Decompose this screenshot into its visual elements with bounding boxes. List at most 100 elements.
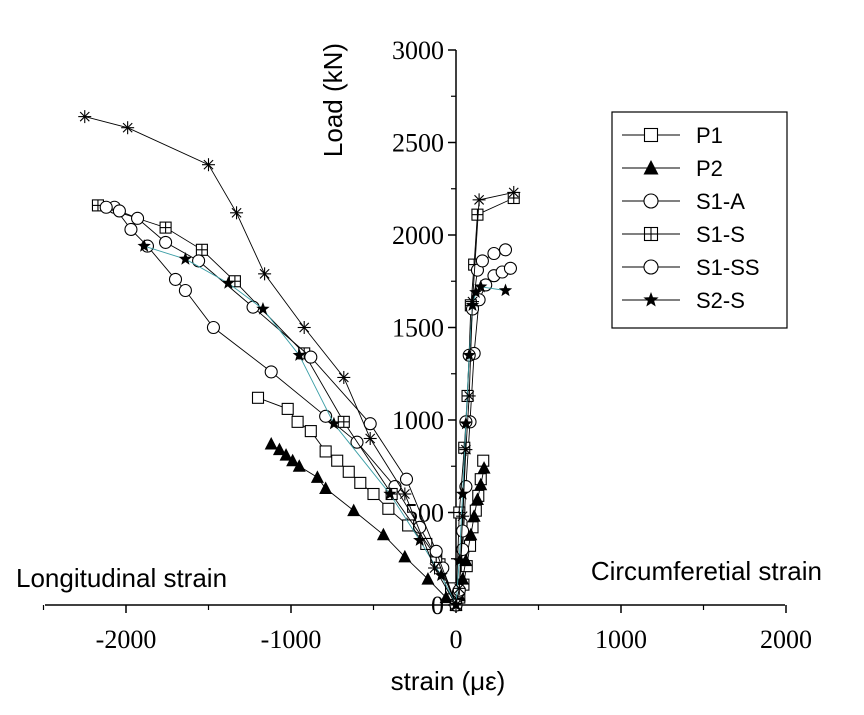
- data-point: [462, 348, 476, 361]
- data-point: [464, 527, 478, 541]
- data-point: [281, 402, 294, 415]
- data-point: [507, 185, 521, 199]
- data-point: [459, 416, 473, 430]
- y-tick-label: 2000: [392, 221, 444, 250]
- annotation-circumferential: Circumferetial strain: [591, 556, 822, 586]
- data-point: [319, 445, 332, 458]
- data-point: [455, 487, 470, 500]
- x-tick-label: 0: [450, 625, 463, 654]
- data-point: [124, 222, 138, 236]
- data-point: [319, 481, 333, 494]
- data-point: [439, 590, 453, 604]
- legend-entry-P2: P2: [622, 156, 723, 181]
- legend-label: S1-A: [696, 189, 745, 214]
- data-point: [467, 509, 481, 522]
- data-point: [331, 454, 344, 467]
- data-point: [159, 221, 172, 234]
- data-point: [472, 193, 486, 207]
- data-point: [137, 239, 151, 252]
- data-point: [459, 553, 473, 567]
- y-tick-label: 0: [431, 591, 444, 620]
- legend: P1 P2 S1-A S1-S S1-SS S2-S: [622, 123, 760, 313]
- data-point: [264, 437, 278, 450]
- data-point: [413, 533, 427, 546]
- data-point: [291, 415, 304, 428]
- data-point: [221, 276, 235, 289]
- data-point: [466, 295, 479, 309]
- legend-entry-S1-S: S1-S: [622, 222, 745, 247]
- data-point: [498, 283, 513, 297]
- x-tick-label: -2000: [96, 625, 157, 654]
- data-point: [477, 461, 491, 474]
- y-tick-label: 1500: [392, 314, 444, 343]
- data-point: [474, 279, 488, 293]
- data-point: [487, 246, 501, 261]
- data-point: [99, 200, 113, 214]
- data-point: [272, 442, 286, 456]
- y-tick-label: 3000: [392, 36, 444, 65]
- data-point: [376, 527, 390, 541]
- data-point: [434, 568, 448, 582]
- data-point: [363, 432, 377, 445]
- data-point: [469, 285, 483, 299]
- data-point: [310, 470, 324, 483]
- data-point: [429, 544, 443, 558]
- data-point: [456, 524, 470, 538]
- data-point: [292, 348, 306, 361]
- series-asterisk-series: [78, 110, 521, 612]
- data-point: [178, 252, 193, 265]
- x-axis-title: strain (με): [391, 666, 506, 696]
- legend-entry-P1: P1: [622, 123, 723, 148]
- data-point: [230, 206, 244, 220]
- data-point: [202, 158, 215, 172]
- series-line: [84, 116, 457, 606]
- legend-entry-S1-SS: S1-SS: [622, 255, 760, 280]
- data-point: [462, 389, 476, 403]
- data-point: [399, 472, 414, 486]
- data-point: [470, 492, 484, 506]
- data-point: [643, 193, 659, 209]
- data-point: [347, 503, 361, 517]
- legend-entry-S1-A: S1-A: [622, 189, 745, 214]
- series-S1-S: [91, 191, 520, 612]
- data-point: [121, 121, 135, 135]
- data-point: [264, 365, 278, 379]
- data-point: [279, 448, 293, 461]
- data-point: [159, 235, 173, 249]
- data-point: [342, 465, 355, 478]
- data-point: [112, 204, 126, 218]
- data-point: [643, 292, 659, 307]
- data-point: [456, 509, 470, 523]
- data-point: [398, 487, 412, 501]
- data-point: [643, 226, 659, 242]
- data-point: [251, 391, 265, 404]
- data-point: [503, 261, 518, 275]
- x-tick-label: 2000: [760, 625, 812, 654]
- y-tick-label: 1000: [392, 406, 444, 435]
- data-point: [131, 211, 145, 225]
- y-axis-title: Load (kN): [318, 43, 348, 157]
- data-point: [459, 443, 473, 457]
- data-point: [643, 259, 659, 275]
- data-point: [327, 416, 341, 430]
- series-line: [455, 191, 514, 606]
- annotation-longitudinal: Longitudinal strain: [16, 563, 227, 593]
- data-point: [383, 487, 397, 500]
- data-point: [382, 502, 395, 515]
- data-point: [286, 453, 300, 467]
- data-point: [178, 283, 192, 298]
- legend-label: P1: [696, 123, 723, 148]
- data-point: [168, 272, 183, 286]
- data-point: [292, 459, 306, 472]
- series-group: [78, 110, 521, 612]
- x-tick-label: 1000: [595, 625, 647, 654]
- data-point: [643, 127, 659, 143]
- data-point: [78, 110, 92, 124]
- legend-box: [611, 111, 788, 329]
- data-point: [452, 581, 466, 595]
- data-point: [206, 320, 220, 335]
- y-tick-label: 2500: [392, 129, 444, 158]
- data-point: [195, 243, 208, 256]
- data-point: [475, 254, 489, 268]
- data-point: [337, 370, 351, 384]
